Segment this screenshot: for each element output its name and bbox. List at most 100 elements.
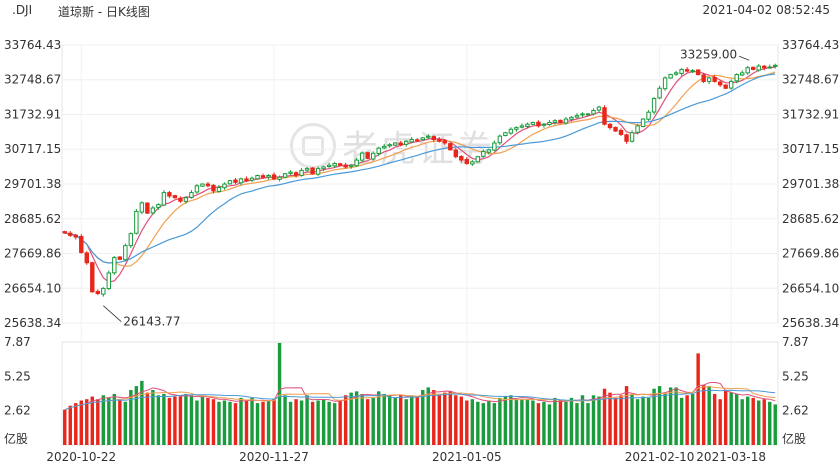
volume-bar <box>415 396 419 445</box>
candle-body <box>701 74 706 82</box>
volume-bar <box>388 395 392 445</box>
candle-body <box>101 287 106 295</box>
volume-bar <box>580 395 585 445</box>
volume-bar <box>112 393 117 445</box>
volume-bar <box>646 397 651 445</box>
candle-body <box>73 234 78 238</box>
candle-body <box>216 186 222 193</box>
candle-body <box>387 144 392 147</box>
candle-body <box>321 166 326 170</box>
volume-bar <box>613 397 618 445</box>
date-axis: 2020-10-22 2020-11-27 2021-01-05 2021-02-10… <box>46 450 766 464</box>
candle-body <box>525 123 530 128</box>
candle-body <box>398 142 403 146</box>
volume-bar <box>602 388 607 445</box>
candle-body <box>134 210 139 234</box>
date-tick-label: 2021-03-18 <box>696 450 766 464</box>
candle-body <box>266 174 271 178</box>
volume-bar <box>619 395 623 445</box>
candle-body <box>497 135 503 144</box>
candle-body <box>420 137 425 141</box>
volume-bar <box>597 396 601 445</box>
candle-body <box>629 132 635 142</box>
volume-bar <box>107 397 111 445</box>
candle-body <box>282 173 288 178</box>
volume-bar <box>608 392 612 445</box>
candle-body <box>690 70 695 73</box>
volume-bar <box>448 391 452 445</box>
candle-body <box>156 204 161 208</box>
candle-body <box>62 231 67 234</box>
volume-bar <box>266 400 271 445</box>
price-tick-label: 27669.86 <box>4 247 61 261</box>
volume-bar <box>679 397 684 445</box>
volume-bar <box>228 401 232 445</box>
high-annotation: 33259.00 <box>680 47 737 61</box>
candle-body <box>723 84 728 89</box>
volume-bar <box>79 400 83 445</box>
price-axis-right: 33764.43 32748.67 31732.91 30717.15 29701.38… <box>782 38 839 446</box>
volume-bar <box>134 386 139 445</box>
volume-bar <box>404 399 408 445</box>
volume-bar <box>696 353 700 445</box>
volume-bar <box>443 392 447 445</box>
candle-body <box>68 232 73 236</box>
volume-bar <box>657 386 662 445</box>
price-tick-label: 32748.67 <box>782 73 839 87</box>
candle-body <box>431 136 436 141</box>
volume-moving-averages <box>64 381 776 411</box>
candle-body <box>128 233 134 247</box>
candle-body <box>139 202 145 213</box>
candle-body <box>453 149 459 158</box>
candle-body <box>288 171 293 174</box>
candle-body <box>354 159 359 167</box>
volume-bar <box>200 396 205 445</box>
volume-bar <box>68 405 72 445</box>
volume-bar <box>85 399 89 445</box>
candle-body <box>459 155 464 161</box>
candle-body <box>437 139 442 142</box>
volume-bar <box>481 403 486 445</box>
volume-bar <box>729 392 733 445</box>
candle-body <box>222 183 227 189</box>
candle-body <box>552 120 558 123</box>
price-tick-label: 28685.62 <box>782 212 839 226</box>
candle-body <box>662 77 668 90</box>
candle-body <box>150 207 156 214</box>
volume-bar <box>421 390 425 445</box>
candle-body <box>167 192 172 197</box>
candle-body <box>277 176 282 180</box>
candle-body <box>640 118 646 128</box>
candle-body <box>145 202 150 214</box>
volume-bar <box>723 390 728 445</box>
volume-bar <box>558 400 563 445</box>
price-tick-label: 26654.10 <box>782 281 839 295</box>
candle-body <box>123 245 128 261</box>
candle-body <box>536 121 541 127</box>
price-tick-label: 29701.38 <box>4 177 61 191</box>
volume-bar <box>327 401 331 445</box>
candle-body <box>475 156 481 163</box>
volume-bar <box>360 393 364 445</box>
candle-body <box>299 169 304 176</box>
volume-bar <box>773 404 777 445</box>
volume-bar <box>641 396 645 445</box>
volume-bar <box>630 393 634 445</box>
price-tick-label: 31732.91 <box>782 107 839 121</box>
volume-panel-frame <box>61 341 779 446</box>
candle-body <box>233 179 238 183</box>
volume-bar <box>167 397 172 445</box>
volume-bar <box>503 396 508 445</box>
moving-averages <box>64 66 776 283</box>
volume-bar <box>299 400 304 445</box>
candle-body <box>315 168 321 175</box>
volume-bar <box>101 395 106 445</box>
candle-body <box>756 65 761 71</box>
price-tick-label: 28685.62 <box>4 212 61 226</box>
volume-bar <box>184 393 188 445</box>
candle-body <box>706 77 712 82</box>
volume-bar <box>685 395 689 445</box>
volume-bar <box>382 393 386 445</box>
candle-body <box>569 116 574 120</box>
